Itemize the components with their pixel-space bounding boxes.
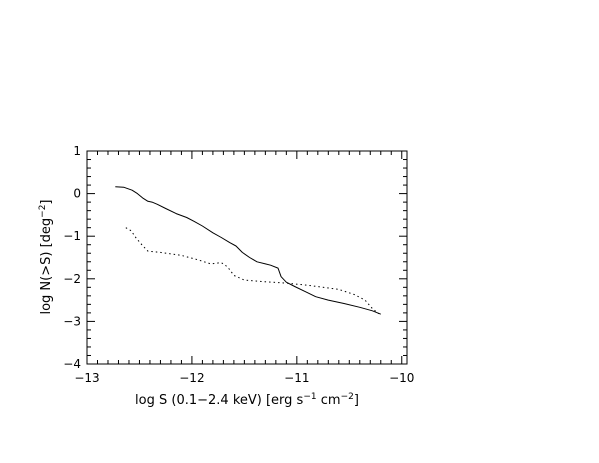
x-tick-label: −13	[74, 371, 99, 385]
x-tick-label: −11	[284, 371, 309, 385]
axis-tick-labels: −13 −12 −11 −10−4−3−2−101	[63, 144, 414, 385]
plot-frame	[86, 150, 408, 365]
x-axis-label: log S (0.1−2.4 keV) [erg s−1 cm−2]	[135, 392, 359, 408]
series-layer	[115, 186, 381, 315]
y-axis-label: log N(>S) [deg−2]	[38, 199, 54, 314]
y-tick-label: 0	[73, 187, 81, 201]
y-tick-label: −2	[63, 272, 81, 286]
y-tick-label: −1	[63, 229, 81, 243]
series-line-dotted	[125, 227, 380, 315]
x-tick-label: −12	[179, 371, 204, 385]
y-tick-label: 1	[73, 144, 81, 158]
series-line-solid	[115, 186, 381, 315]
x-tick-label: −10	[389, 371, 414, 385]
y-tick-label: −3	[63, 314, 81, 328]
axis-ticks	[86, 150, 407, 365]
y-tick-label: −4	[63, 357, 81, 371]
